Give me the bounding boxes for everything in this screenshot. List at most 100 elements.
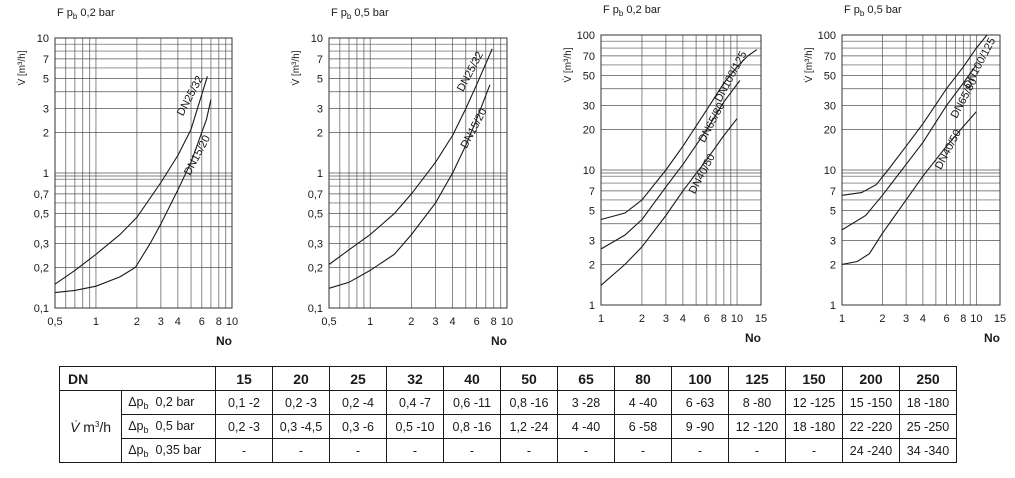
series-label: DN15/20 <box>182 133 213 177</box>
x-tick-label: 2 <box>879 313 885 325</box>
pressure-value: 0,2 bar <box>155 394 195 409</box>
dn-column-header: 32 <box>386 366 444 391</box>
x-tick-label: 15 <box>755 313 767 325</box>
chart-title: F pb 0,2 bar <box>57 7 115 21</box>
y-axis-label: V̇ [m³/h] <box>561 47 574 82</box>
x-tick-label: 6 <box>704 313 710 325</box>
chart-title-sub: b <box>73 12 78 21</box>
x-tick-label: 2 <box>134 316 140 328</box>
series-line <box>841 34 988 196</box>
y-tick-label: 1 <box>317 168 323 180</box>
table-cell: 3 -28 <box>557 390 615 415</box>
table-cell: 0,8 -16 <box>500 390 558 415</box>
table-row: Δpb 0,35 bar - - - - - - - - - - - 24 -2… <box>60 438 957 463</box>
y-axis-label: V̇ [m³/h] <box>15 50 28 85</box>
y-tick-label: 70 <box>583 51 595 63</box>
y-tick-label: 0,2 <box>34 262 49 274</box>
y-tick-label: 100 <box>577 30 595 42</box>
x-tick-label: 2 <box>639 313 645 325</box>
table-cell: 24 -240 <box>842 438 900 463</box>
table-cell: 9 -90 <box>671 414 729 439</box>
delta-p: Δp <box>128 418 144 433</box>
dn-column-header: 125 <box>728 366 786 391</box>
dn-column-header: 150 <box>785 366 843 391</box>
table-cell: - <box>272 438 330 463</box>
table-cell: 4 -40 <box>614 390 672 415</box>
chart-title: F pb 0,5 bar <box>331 7 389 21</box>
y-tick-label: 3 <box>43 104 49 116</box>
y-tick-label: 7 <box>830 186 836 198</box>
plot-frame <box>600 34 762 306</box>
chart-title-main: F p <box>603 4 619 16</box>
series-label: DN65/80 <box>696 101 727 145</box>
y-axis-label: V̇ [m³/h] <box>289 50 302 85</box>
x-tick-label: 4 <box>449 316 455 328</box>
delta-p-sub: b <box>143 424 149 435</box>
dn-column-header: 250 <box>899 366 957 391</box>
x-tick-label: 3 <box>663 313 669 325</box>
x-tick-label: 0,5 <box>321 316 336 328</box>
x-tick-label: 1 <box>93 316 99 328</box>
table-cell: 4 -40 <box>557 414 615 439</box>
y-tick-label: 5 <box>589 206 595 218</box>
table-cell: 6 -63 <box>671 390 729 415</box>
series-line <box>841 64 977 231</box>
chart-title-main: F p <box>844 4 860 16</box>
y-tick-label: 20 <box>583 124 595 136</box>
y-tick-label: 0,1 <box>34 303 49 315</box>
x-tick-label: 6 <box>474 316 480 328</box>
table-cell: - <box>443 438 501 463</box>
chart-title-sub: b <box>619 9 624 18</box>
table-header-row: DN 15 20 25 32 40 50 65 80 100 125 150 2… <box>59 366 957 391</box>
y-tick-label: 5 <box>317 74 323 86</box>
dn-column-header: 25 <box>329 366 387 391</box>
table-cell: 0,2 -3 <box>215 414 273 439</box>
y-tick-label: 30 <box>583 101 595 113</box>
table-cell: 0,5 -10 <box>386 414 444 439</box>
pressure-row-label: Δpb 0,5 bar <box>121 414 216 439</box>
table-cell: - <box>215 438 273 463</box>
y-tick-label: 7 <box>589 186 595 198</box>
x-axis-label: No <box>216 334 232 348</box>
y-tick-label: 0,3 <box>34 239 49 251</box>
table-row: V̇ m3/h Δpb 0,2 bar 0,1 -2 0,2 -3 0,2 -4… <box>58 390 957 463</box>
chart-title-pressure: 0,2 bar <box>77 7 115 19</box>
plot-frame <box>328 37 508 309</box>
y-tick-label: 1 <box>43 168 49 180</box>
chart-title-pressure: 0,5 bar <box>864 4 902 16</box>
x-tick-label: 4 <box>680 313 686 325</box>
dn-column-header: 15 <box>215 366 273 391</box>
dn-column-header: 50 <box>500 366 558 391</box>
table-cell: 0,8 -16 <box>443 414 501 439</box>
x-tick-label: 10 <box>501 316 513 328</box>
x-axis-label: No <box>491 334 507 348</box>
table-cell: 18 -180 <box>899 390 957 415</box>
y-tick-label: 1 <box>589 300 595 312</box>
series-label: DN40/50 <box>687 152 718 196</box>
x-tick-label: 8 <box>960 313 966 325</box>
y-tick-label: 3 <box>830 236 836 248</box>
y-tick-label: 1 <box>830 300 836 312</box>
series-label: DN25/32 <box>455 50 486 94</box>
x-tick-label: 10 <box>226 316 238 328</box>
chart-title: F pb 0,2 bar <box>603 4 661 18</box>
x-tick-label: 6 <box>943 313 949 325</box>
x-tick-label: 6 <box>199 316 205 328</box>
series-label: DN40/50 <box>933 128 964 172</box>
delta-p: Δp <box>128 394 144 409</box>
table-cell: 0,3 -4,5 <box>272 414 330 439</box>
y-tick-label: 0,2 <box>308 262 323 274</box>
y-tick-label: 0,3 <box>308 239 323 251</box>
table-cell: - <box>785 438 843 463</box>
table-cell: 15 -150 <box>842 390 900 415</box>
flow-symbol: V̇ <box>70 418 80 435</box>
table-cell: - <box>728 438 786 463</box>
dn-column-header: 40 <box>443 366 501 391</box>
x-tick-label: 0,5 <box>47 316 62 328</box>
y-tick-label: 7 <box>43 54 49 66</box>
table-cell: 0,3 -6 <box>329 414 387 439</box>
series-line <box>600 118 738 286</box>
y-tick-label: 30 <box>824 101 836 113</box>
y-tick-label: 10 <box>311 33 323 45</box>
